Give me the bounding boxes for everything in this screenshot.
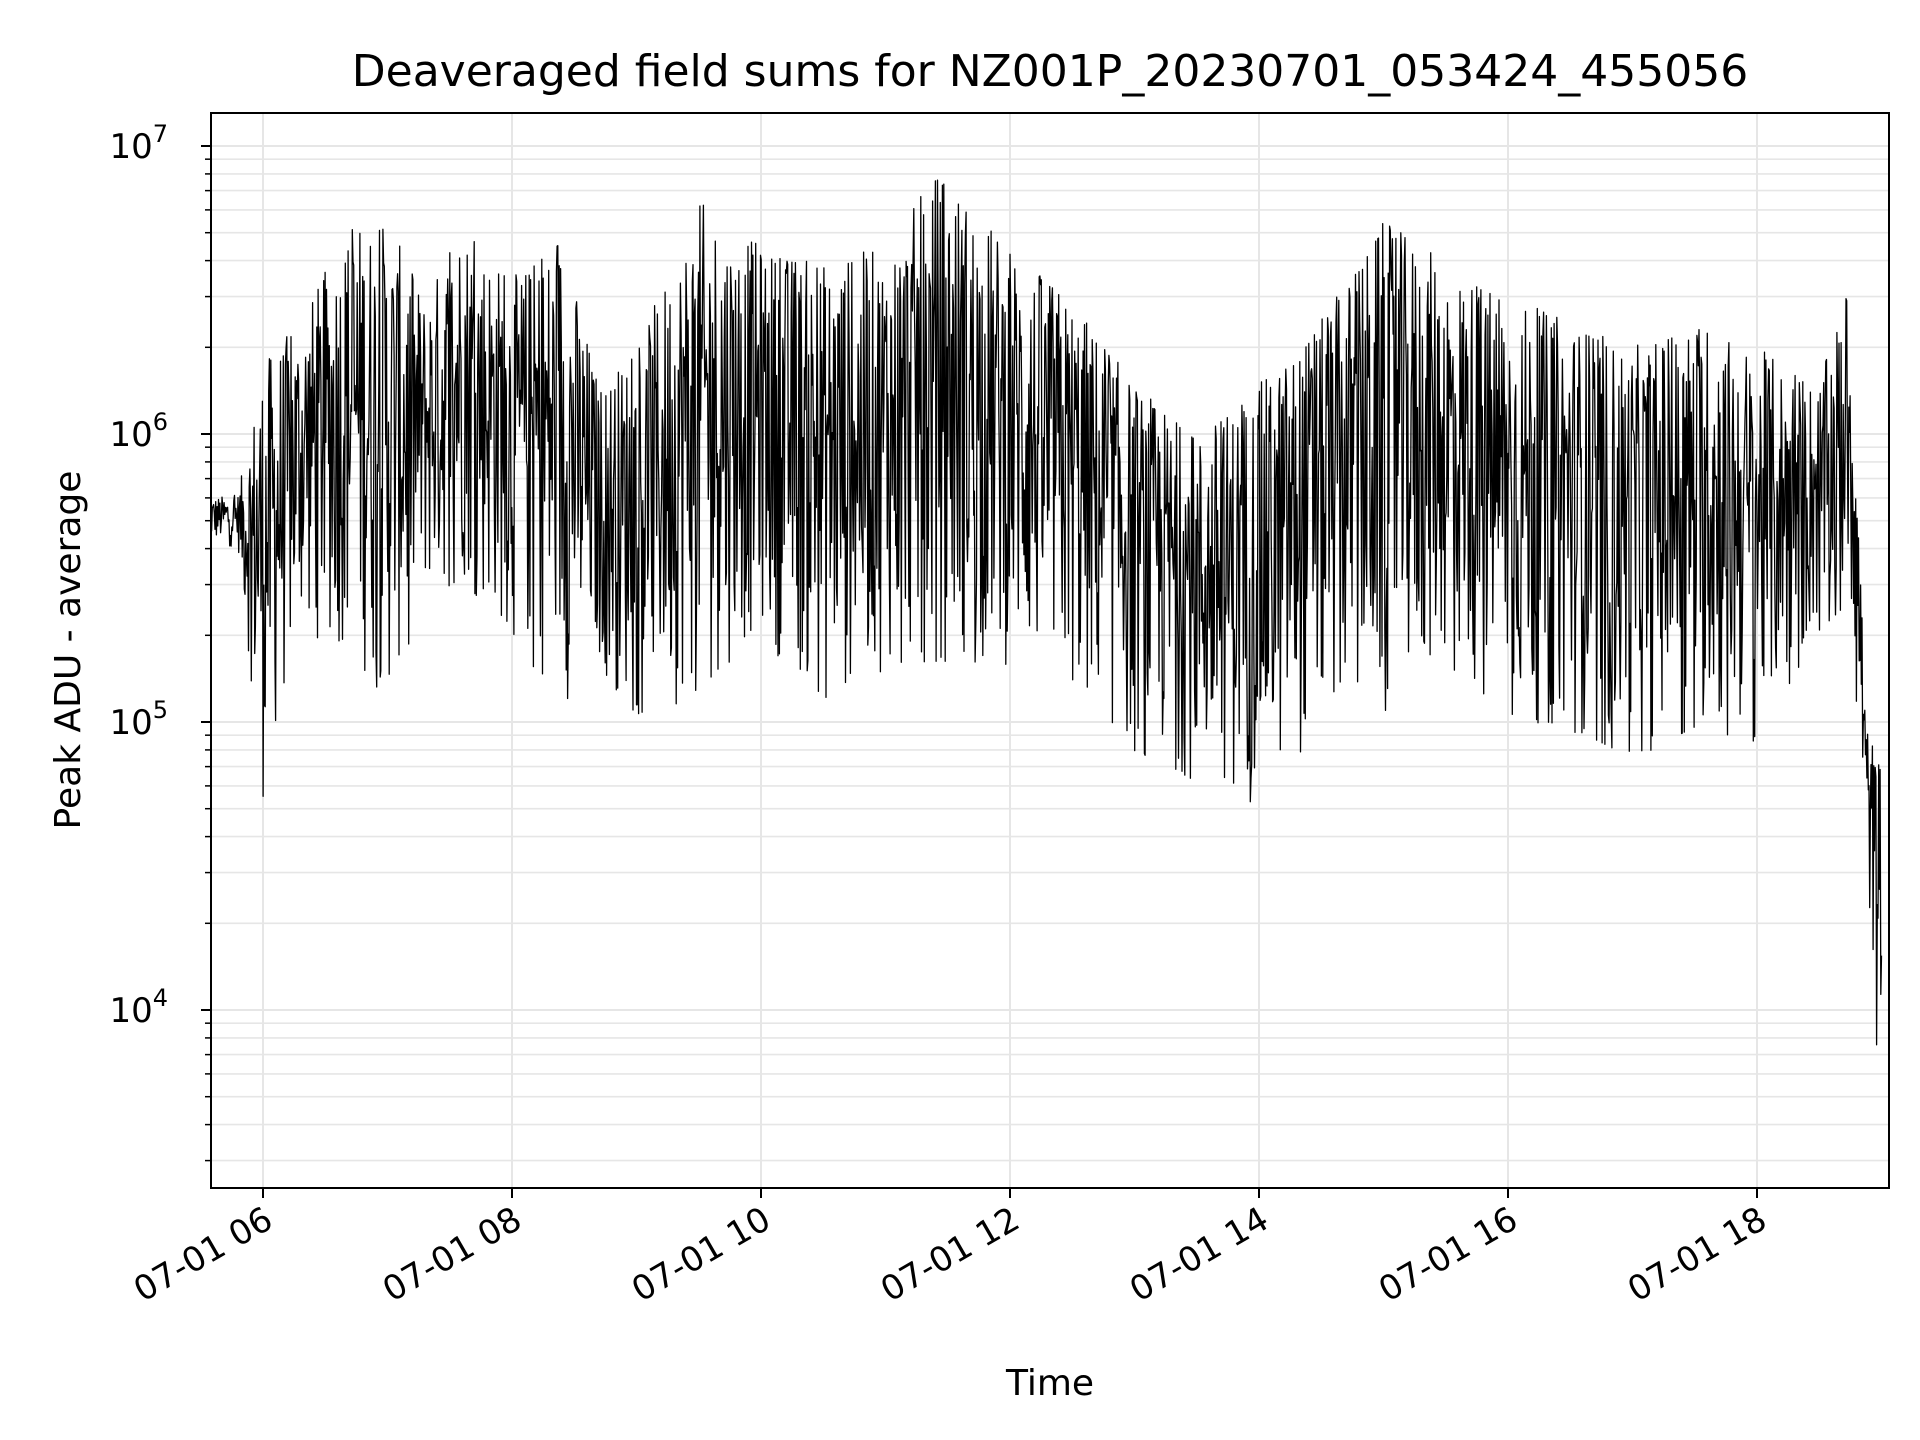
y-tick-label: 104 (109, 984, 168, 1031)
x-tick-label: 07-01 08 (376, 1199, 528, 1310)
x-tick-label: 07-01 18 (1621, 1199, 1773, 1310)
y-axis-ticks: 104 105 106 107 (109, 120, 211, 1162)
x-tick-label: 07-01 14 (1123, 1199, 1275, 1310)
y-tick-label: 105 (109, 696, 168, 743)
x-tick-label: 07-01 12 (874, 1199, 1026, 1310)
data-series (210, 179, 1883, 1046)
grid-lines (211, 113, 1889, 1188)
x-tick-label: 07-01 10 (625, 1199, 777, 1310)
x-tick-label: 07-01 16 (1372, 1199, 1524, 1310)
series-line (210, 179, 1883, 1046)
chart-title: Deaveraged field sums for NZ001P_2023070… (352, 46, 1748, 97)
y-tick-label: 106 (109, 408, 168, 455)
plot-frame (210, 112, 1890, 1189)
x-axis-ticks: 07-01 06 07-01 08 07-01 10 07-01 12 07-01 14… (127, 1188, 1774, 1310)
x-tick-label: 07-01 06 (127, 1199, 279, 1310)
y-tick-label: 107 (109, 120, 168, 167)
y-axis-label: Peak ADU - average (48, 471, 89, 830)
x-axis-label: Time (1005, 1363, 1094, 1404)
